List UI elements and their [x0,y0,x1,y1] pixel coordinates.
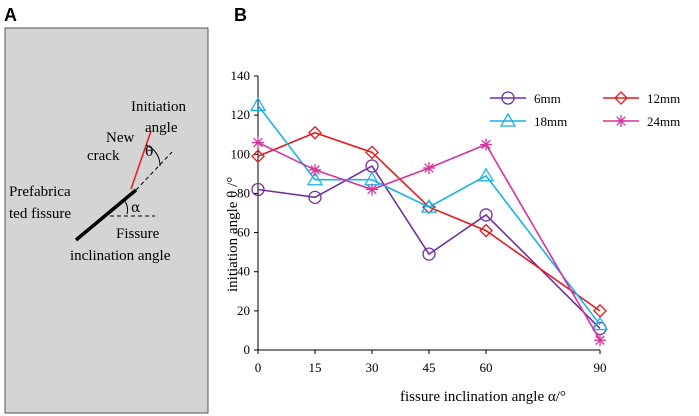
series-6mm [251,159,607,336]
data-point-18mm [306,171,324,186]
data-point-12mm [251,149,265,164]
data-point-18mm [249,97,267,112]
legend-marker [615,115,627,127]
inclination-label-line1: Fissure [116,226,160,242]
legend-label: 6mm [534,91,561,106]
legend-label: 18mm [534,114,567,129]
series-line-24mm [257,141,601,341]
series-24mm [252,136,606,347]
series-line-6mm [257,164,601,330]
new-crack-label-line2: crack [87,148,120,164]
data-point-18mm [477,167,495,182]
chart-series [249,97,609,347]
legend-marker [499,112,517,127]
new-crack-line [130,130,152,190]
data-point-18mm [591,316,609,331]
panel-b-letter: B [234,5,247,25]
y-ticks: 0 20 40 60 80 100 120 140 [231,68,258,357]
y-tick-label: 80 [237,185,250,200]
data-point-24mm [594,334,606,347]
data-point-24mm [366,183,378,196]
y-tick-label: 120 [231,107,251,122]
data-point-24mm [252,136,264,149]
legend-item-18mm: 18mm [490,112,567,129]
data-point-6mm [479,208,493,222]
fissure-extension-dashed [135,151,173,191]
inclination-label-line2: inclination angle [70,248,171,264]
legend-label: 24mm [647,114,680,129]
legend-item-24mm: 24mm [603,114,680,129]
panel-a-letter: A [4,5,17,25]
series-line-12mm [257,131,601,312]
data-point-18mm [420,198,438,213]
data-point-6mm [422,247,436,261]
legend-label: 12mm [647,91,680,106]
legend-marker [501,91,515,105]
data-point-6mm [251,182,265,197]
panel-a-background [4,27,209,414]
data-point-12mm [365,145,379,160]
y-tick-label: 20 [237,303,250,318]
y-tick-label: 0 [244,342,251,357]
x-tick-label: 90 [594,360,607,375]
x-tick-label: 60 [480,360,493,375]
x-tick-label: 30 [366,360,379,375]
x-ticks: 0 15 30 45 60 90 [255,350,607,375]
x-tick-label: 45 [423,360,436,375]
series-line-18mm [257,104,601,326]
data-point-6mm [308,190,322,204]
data-point-24mm [423,161,435,174]
series-12mm [251,125,607,318]
legend-marker [614,91,628,105]
alpha-symbol: α [131,200,141,216]
prefabricated-label-line1: Prefabrica [9,184,71,200]
x-tick-label: 15 [309,360,322,375]
y-tick-label: 140 [231,68,251,83]
legend-item-12mm: 12mm [603,91,680,106]
prefabricated-fissure [74,188,138,242]
y-tick-label: 100 [231,146,251,161]
theta-arc [145,144,161,167]
prefabricated-label-line2: ted fissure [9,206,71,222]
chart-legend: 6mm 12mm 18mm 24mm [490,91,680,129]
y-tick-label: 40 [237,264,250,279]
y-tick-label: 60 [237,225,250,240]
data-point-24mm [480,138,492,151]
legend-item-6mm: 6mm [490,91,561,106]
data-point-12mm [308,125,322,140]
data-point-12mm [479,223,493,238]
new-crack-label-line1: New [106,130,134,146]
x-axis-label: fissure inclination angle α/° [400,389,566,405]
initiation-angle-label-line2: angle [145,120,178,136]
y-axis-label: initiation angle θ /° [225,177,241,292]
data-point-24mm [309,163,321,176]
alpha-arc [123,199,128,215]
initiation-angle-label-line1: Initiation [131,99,186,115]
x-tick-label: 0 [255,360,262,375]
theta-symbol: θ [145,144,153,160]
